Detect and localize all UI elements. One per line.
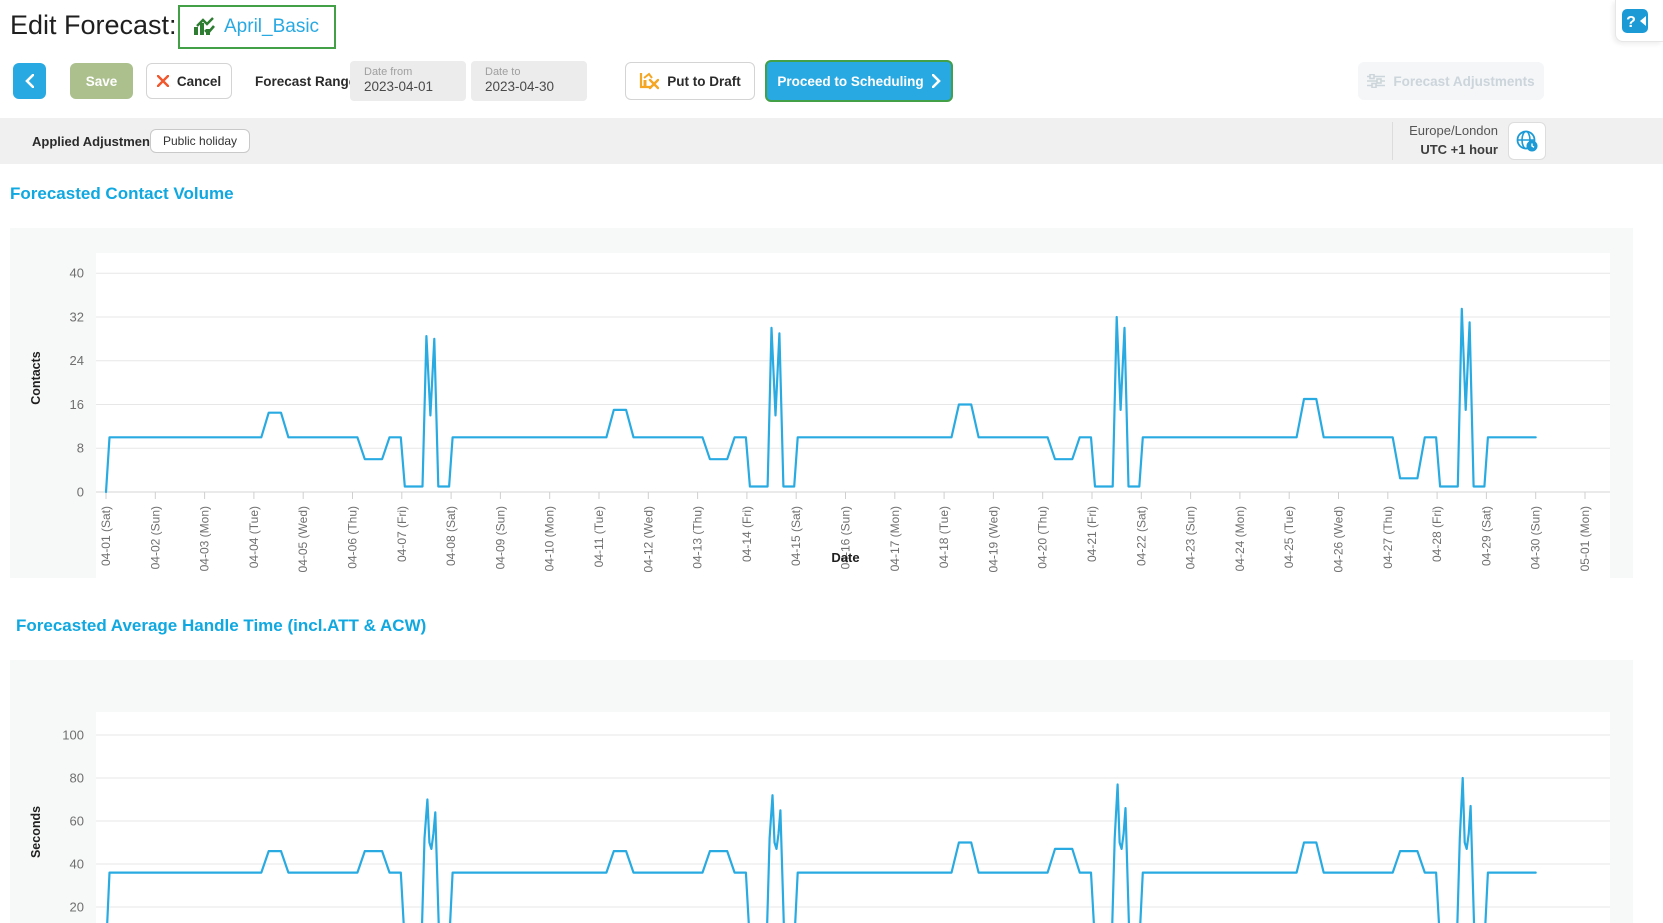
x-tick-label: 04-12 (Wed) [641, 506, 655, 572]
aht-chart: 100 80 60 40 20 Seconds [10, 660, 1633, 923]
y-tick-label: 100 [62, 728, 84, 743]
plot-area [96, 253, 1610, 578]
x-tick-label: 04-28 (Fri) [1430, 506, 1444, 562]
forecast-name-badge[interactable]: April_Basic [178, 5, 336, 49]
proceed-to-scheduling-button[interactable]: Proceed to Scheduling [765, 60, 953, 102]
timezone-offset: UTC +1 hour [1420, 142, 1498, 157]
x-tick-label: 04-11 (Tue) [592, 506, 606, 567]
applied-adjustments-label: Applied Adjustments: [32, 134, 166, 149]
y-tick-label: 40 [70, 857, 84, 872]
y-tick-label: 32 [70, 309, 84, 324]
x-tick-label: 05-01 (Mon) [1578, 506, 1592, 571]
y-axis-title: Contacts [29, 351, 43, 405]
x-tick-label: 04-22 (Sat) [1134, 506, 1148, 566]
x-tick-label: 04-06 (Thu) [346, 506, 360, 569]
y-tick-label: 16 [70, 397, 84, 412]
x-tick-label: 04-15 (Sat) [789, 506, 803, 566]
chevron-right-icon [931, 74, 941, 88]
y-tick-label: 80 [70, 771, 84, 786]
x-tick-label: 04-05 (Wed) [296, 506, 310, 572]
timezone-button[interactable] [1508, 122, 1546, 160]
page-title: Edit Forecast: [10, 10, 177, 40]
chevron-left-icon [25, 74, 34, 88]
date-from-field[interactable]: Date from 2023-04-01 [350, 61, 466, 101]
x-tick-label: 04-07 (Fri) [395, 506, 409, 562]
forecast-adjustments-button: Forecast Adjustments [1358, 62, 1544, 100]
x-tick-label: 04-21 (Fri) [1085, 506, 1099, 562]
cancel-x-icon [156, 75, 169, 87]
aht-chart-title: Forecasted Average Handle Time (incl.ATT… [16, 616, 427, 635]
x-tick-label: 04-24 (Mon) [1233, 506, 1247, 571]
save-button[interactable]: Save [70, 63, 133, 99]
contact-volume-chart-title: Forecasted Contact Volume [10, 184, 234, 203]
help-icon: ? [1620, 7, 1650, 35]
y-tick-label: 60 [70, 814, 84, 829]
help-button[interactable]: ? [1615, 0, 1663, 42]
x-tick-label: 04-30 (Sun) [1529, 506, 1543, 569]
x-tick-label: 04-17 (Mon) [888, 506, 902, 571]
draft-chart-icon [639, 72, 660, 90]
forecast-chart-icon [193, 17, 215, 37]
x-tick-label: 04-29 (Sat) [1479, 506, 1493, 566]
forecast-range-label: Forecast Range: [255, 74, 361, 89]
forecast-line [104, 307, 1537, 494]
x-tick-label: 04-08 (Sat) [444, 506, 458, 566]
x-tick-label: 04-04 (Tue) [247, 506, 261, 568]
y-tick-label: 20 [70, 900, 84, 915]
x-tick-label: 04-09 (Sun) [493, 506, 507, 569]
x-tick-label: 04-02 (Sun) [148, 506, 162, 569]
put-to-draft-button[interactable]: Put to Draft [625, 62, 755, 100]
x-tick-label: 04-19 (Wed) [986, 506, 1000, 572]
put-to-draft-label: Put to Draft [667, 73, 741, 89]
date-from-value: 2023-04-01 [364, 79, 434, 94]
contact-volume-chart: 40 32 24 16 8 0 04-01 (Sat) 04-02 (Sun) 04-03 (M… [10, 228, 1633, 578]
date-from-label: Date from [364, 66, 413, 78]
timezone-region: Europe/London [1409, 123, 1498, 138]
x-tick-label: 04-23 (Sun) [1184, 506, 1198, 569]
forecast-line [106, 776, 1537, 923]
date-to-field[interactable]: Date to 2023-04-30 [471, 61, 587, 101]
x-tick-label: 04-25 (Tue) [1282, 506, 1296, 568]
sliders-icon [1367, 74, 1386, 88]
x-tick-label: 04-03 (Mon) [198, 506, 212, 571]
timezone-divider [1392, 122, 1393, 160]
y-tick-label: 40 [70, 266, 84, 281]
x-tick-label: 04-01 (Sat) [99, 506, 113, 566]
y-tick-label: 0 [77, 485, 84, 500]
cancel-label: Cancel [176, 73, 222, 89]
date-to-value: 2023-04-30 [485, 79, 555, 94]
back-button[interactable] [13, 63, 46, 99]
x-tick-label: 04-20 (Thu) [1036, 506, 1050, 569]
x-tick-label: 04-16 (Sun) [839, 506, 853, 569]
date-to-label: Date to [485, 66, 521, 78]
forecast-name: April_Basic [224, 16, 320, 37]
forecast-adjustments-label: Forecast Adjustments [1393, 73, 1535, 89]
applied-adjustments-bar [0, 118, 1663, 164]
x-tick-label: 04-14 (Fri) [740, 506, 754, 562]
proceed-label: Proceed to Scheduling [777, 73, 924, 89]
y-axis-title: Seconds [29, 806, 43, 858]
y-tick-label: 24 [70, 353, 84, 368]
x-tick-label: 04-27 (Thu) [1381, 506, 1395, 569]
adjustment-chip-public-holiday: Public holiday [150, 129, 251, 153]
x-tick-label: 04-13 (Thu) [691, 506, 705, 569]
x-axis-title: Date [831, 550, 859, 565]
x-tick-label: 04-10 (Mon) [543, 506, 557, 571]
plot-area [96, 712, 1610, 923]
y-tick-label: 8 [77, 441, 84, 456]
cancel-button[interactable]: Cancel [146, 63, 232, 99]
svg-text:?: ? [1626, 14, 1636, 31]
x-tick-label: 04-26 (Wed) [1332, 506, 1346, 572]
globe-icon [1515, 129, 1539, 153]
x-tick-label: 04-18 (Tue) [937, 506, 951, 568]
